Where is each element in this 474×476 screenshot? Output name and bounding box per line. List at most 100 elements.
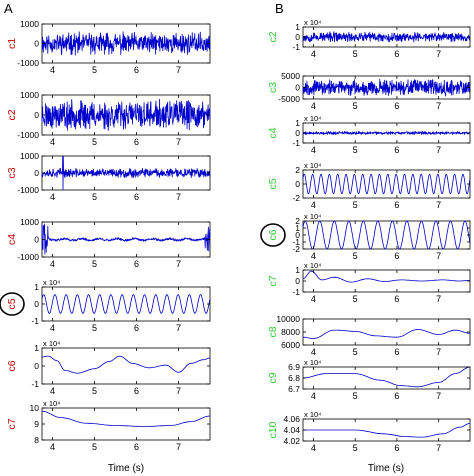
y-tick-label: -1000 [17, 130, 39, 140]
y-tick-label: -1 [292, 42, 300, 52]
subplot-c10: 4.064.044.02 4 5 6 7 x 10⁴ c10 [267, 410, 471, 453]
y-tick-label: 1000 [20, 19, 39, 29]
x-tick-label: 6 [134, 192, 139, 202]
y-tick-label: 0 [34, 299, 39, 309]
x-tick-label: 4 [50, 137, 55, 147]
subplot-label: c4 [6, 234, 18, 245]
axes-box [41, 407, 211, 441]
y-tick-label: 0 [295, 230, 300, 240]
subplot-label: c7 [6, 418, 18, 429]
x-tick-label: 7 [176, 192, 181, 202]
exponent-label: x 10⁴ [43, 399, 60, 408]
y-tick-label: 1 [295, 265, 300, 275]
x-tick-label: 5 [92, 323, 97, 333]
x-tick-label: 4 [311, 443, 316, 453]
y-tick-label: 0 [295, 179, 300, 189]
x-tick-label: 6 [394, 251, 399, 261]
y-tick-label: 6.8 [288, 373, 300, 383]
series-line [41, 31, 211, 56]
y-tick-label: -2 [292, 193, 300, 203]
x-tick-label: 6 [394, 443, 399, 453]
x-tick-label: 5 [353, 294, 358, 304]
axes-box [302, 169, 471, 199]
x-tick-label: 7 [176, 442, 181, 452]
x-tick-label: 4 [311, 49, 316, 59]
axes-box [41, 286, 211, 322]
series-line [302, 220, 471, 250]
y-tick-label: 1 [34, 343, 39, 353]
x-tick-label: 4 [311, 347, 316, 357]
series-line [42, 355, 211, 374]
x-tick-label: 4 [50, 386, 55, 396]
series-line [302, 130, 471, 135]
series-line [41, 410, 211, 427]
x-tick-label: 4 [311, 145, 316, 155]
x-tick-label: 7 [176, 386, 181, 396]
exponent-label: x 10⁴ [304, 18, 321, 27]
series-line [303, 423, 471, 438]
x-tick-label: 6 [134, 323, 139, 333]
x-tick-label: 6 [134, 65, 139, 75]
x-tick-label: 7 [436, 251, 441, 261]
x-tick-label: 5 [92, 192, 97, 202]
subplot-label: c3 [267, 82, 279, 93]
y-tick-label: 4.02 [283, 436, 300, 446]
subplot-c2: 1000 0 -1000 4 5 6 7 c2 [6, 90, 211, 147]
subplot-c5: 2 0 -2 4 5 6 7 x 10⁴ c5 [267, 161, 471, 210]
y-tick-label: 1000 [20, 90, 39, 100]
y-tick-label: 0 [295, 83, 300, 93]
x-tick-label: 7 [436, 391, 441, 401]
x-tick-label: 6 [134, 386, 139, 396]
y-tick-label: 8000 [281, 327, 300, 337]
subplot-label: c4 [267, 127, 279, 138]
x-tick-label: 4 [311, 391, 316, 401]
y-tick-label: 6.9 [288, 362, 300, 372]
x-tick-label: 4 [311, 251, 316, 261]
x-tick-label: 4 [50, 442, 55, 452]
x-axis-label: Time (s) [108, 463, 144, 474]
series-line [41, 223, 211, 255]
x-tick-label: 5 [92, 386, 97, 396]
axes-box [41, 347, 211, 385]
exponent-label: x 10⁴ [304, 212, 321, 221]
y-tick-label: 6000 [281, 340, 300, 350]
x-tick-label: 5 [92, 442, 97, 452]
y-tick-label: 1 [295, 223, 300, 233]
x-tick-label: 5 [353, 443, 358, 453]
exponent-label: x 10⁴ [304, 114, 321, 123]
x-tick-label: 7 [436, 347, 441, 357]
x-tick-label: 5 [353, 145, 358, 155]
y-tick-label: -1 [292, 138, 300, 148]
y-tick-label: 0 [34, 39, 39, 49]
x-tick-label: 5 [92, 259, 97, 269]
y-tick-label: -2 [292, 244, 300, 254]
y-tick-label: 0 [295, 32, 300, 42]
x-tick-label: 5 [92, 65, 97, 75]
subplot-label: c5 [267, 178, 279, 189]
x-tick-label: 6 [134, 137, 139, 147]
subplot-c4: 10-1 4 5 6 7 x 10⁴ c4 [267, 114, 471, 155]
subplot-label: c1 [6, 38, 18, 49]
y-tick-label: -1000 [17, 185, 39, 195]
subplot-c3: 5000 0-5000 4 5 6 7 c3 [267, 71, 471, 111]
x-tick-label: 5 [353, 391, 358, 401]
y-tick-label: -1 [292, 237, 300, 247]
y-tick-label: 2 [295, 216, 300, 226]
y-tick-label: 4.06 [283, 414, 300, 424]
exponent-label: x 10⁴ [304, 410, 321, 419]
x-tick-label: 4 [50, 323, 55, 333]
subplot-c3: 1000 0 -1000 4 5 6 7 c3 [6, 151, 211, 202]
y-tick-label: 0 [34, 361, 39, 371]
x-tick-label: 4 [50, 65, 55, 75]
subplot-label: c6 [267, 229, 279, 240]
x-tick-label: 4 [311, 294, 316, 304]
panel-label: A [4, 1, 13, 16]
subplot-label: c5 [6, 298, 18, 309]
y-tick-label: 8 [34, 435, 39, 445]
series-line [302, 366, 471, 388]
x-tick-label: 5 [353, 101, 358, 111]
subplot-label: c6 [6, 360, 18, 371]
